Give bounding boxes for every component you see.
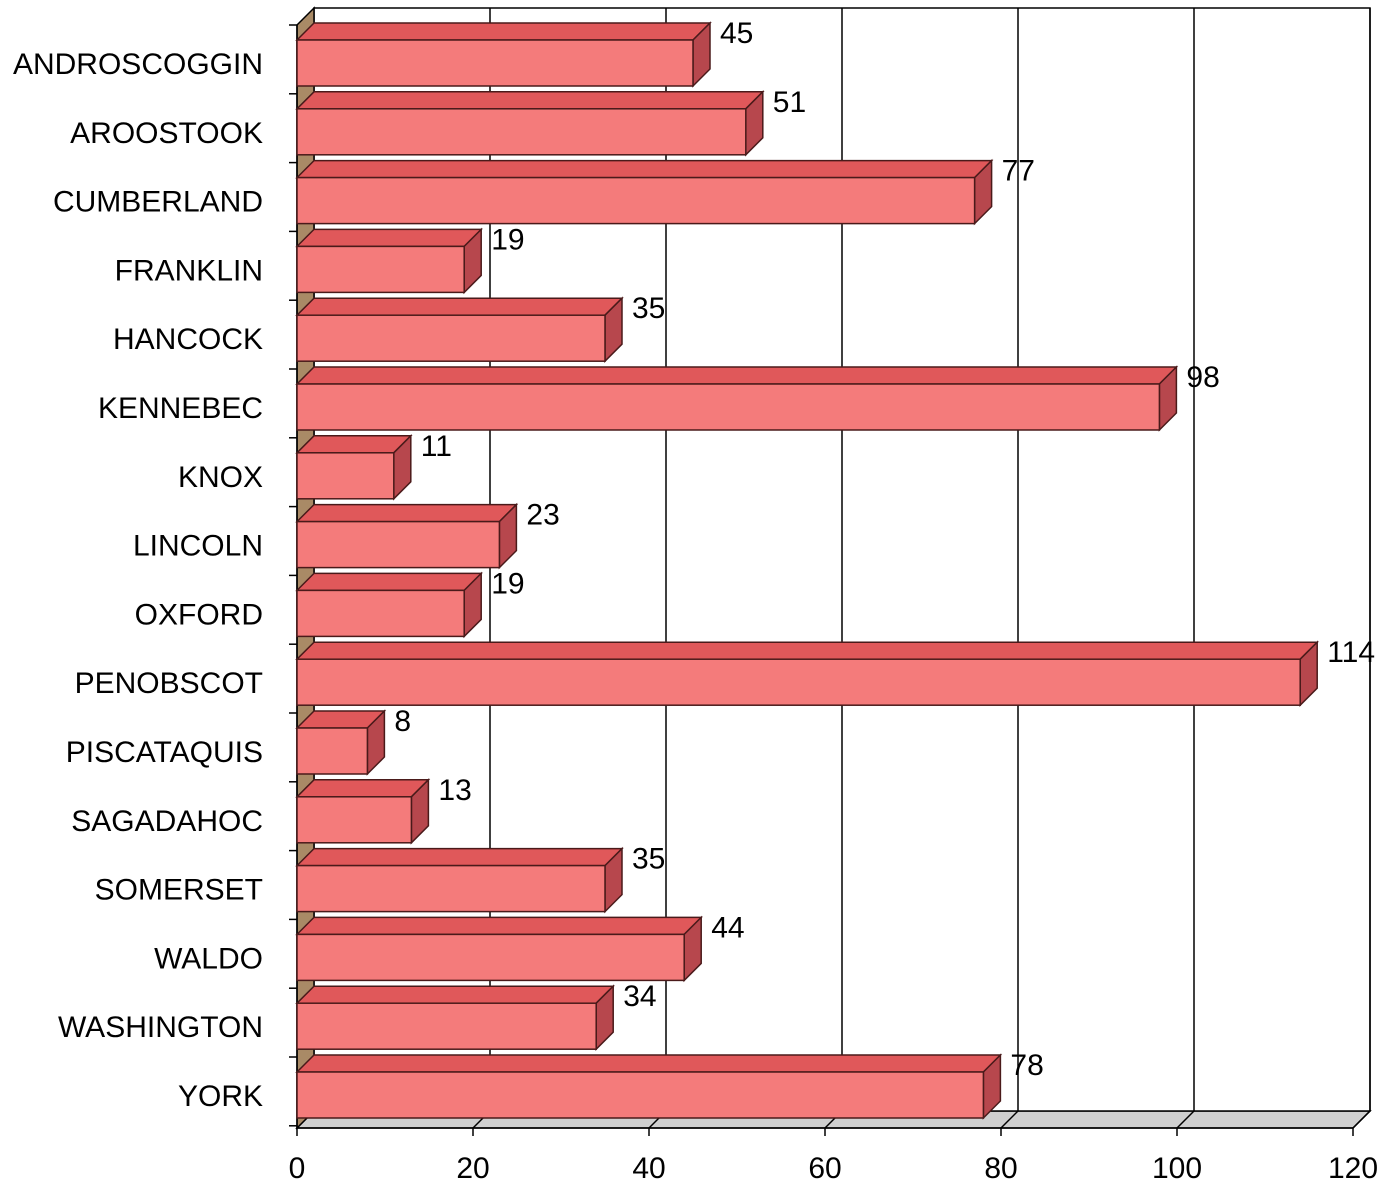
bar [296, 176, 976, 225]
bar-top [295, 22, 712, 41]
bar-top [295, 572, 484, 592]
category-label: OXFORD [135, 598, 263, 631]
bars [295, 21, 1320, 1120]
bar-top [295, 1054, 1003, 1073]
bar-top [295, 366, 1179, 385]
bar-top [295, 228, 484, 248]
floor-gridline [1176, 1110, 1195, 1129]
bar [296, 39, 694, 87]
value-label: 78 [1010, 1049, 1043, 1082]
value-label: 114 [1327, 636, 1375, 669]
value-label: 8 [394, 705, 411, 738]
category-label: SAGADAHOC [71, 805, 263, 838]
value-label: 11 [421, 430, 452, 463]
category-label: KNOX [178, 461, 263, 494]
bar-top [295, 503, 519, 523]
x-tick-label: 20 [456, 1152, 489, 1181]
category-label: WALDO [154, 942, 263, 975]
value-label: 23 [526, 499, 559, 532]
category-label: KENNEBEC [98, 392, 263, 425]
value-label: 34 [623, 980, 656, 1013]
category-label: CUMBERLAND [53, 186, 263, 219]
category-label: ANDROSCOGGIN [13, 48, 263, 81]
category-label: PISCATAQUIS [66, 736, 263, 769]
bar-top [295, 641, 1320, 660]
bar-top [295, 435, 413, 454]
floor-gridline [1000, 1110, 1019, 1129]
x-tick-label: 120 [1328, 1152, 1378, 1181]
bar [296, 245, 465, 294]
value-label: 51 [773, 86, 806, 119]
bar [296, 1071, 985, 1119]
value-label: 35 [632, 843, 665, 876]
bar-top [295, 91, 765, 110]
bar [296, 864, 606, 913]
bar [296, 1002, 597, 1050]
value-label: 35 [632, 292, 665, 325]
category-label: AROOSTOOK [70, 117, 263, 150]
bar-top [295, 847, 624, 867]
value-label: 13 [438, 774, 471, 807]
bar [296, 589, 465, 638]
bar [296, 796, 413, 844]
value-label: 45 [720, 17, 753, 50]
bar [296, 452, 395, 500]
bar-top [295, 985, 616, 1004]
category-label: YORK [178, 1080, 263, 1113]
category-label: LINCOLN [133, 530, 263, 563]
bar [296, 727, 369, 775]
bar-top [295, 916, 704, 936]
x-tick-label: 40 [632, 1152, 665, 1181]
bar-top [295, 297, 624, 316]
labels: 0 20 40 60 80 100 120 ANDROSCOGGIN 45 AROOSTOOK 51… [13, 17, 1378, 1181]
category-label: HANCOCK [113, 323, 263, 356]
x-tick-label: 80 [984, 1152, 1017, 1181]
value-label: 44 [711, 911, 744, 944]
value-label: 98 [1186, 361, 1219, 394]
category-label: FRANKLIN [115, 254, 263, 287]
bar [296, 658, 1301, 706]
floor-gridline [1352, 1110, 1371, 1129]
bar [296, 520, 501, 569]
category-label: WASHINGTON [58, 1011, 263, 1044]
category-label: PENOBSCOT [75, 667, 263, 700]
category-label: SOMERSET [95, 874, 263, 907]
bar [296, 933, 685, 982]
bar-top [295, 159, 994, 179]
value-label: 77 [1002, 155, 1035, 188]
x-tick-label: 0 [289, 1152, 306, 1181]
bar [296, 314, 606, 362]
bar [296, 108, 747, 156]
x-tick-label: 60 [808, 1152, 841, 1181]
value-label: 19 [491, 223, 524, 256]
bar [296, 383, 1161, 431]
bar-top [295, 779, 431, 798]
x-tick-label: 100 [1152, 1152, 1202, 1181]
value-label: 19 [491, 567, 524, 600]
